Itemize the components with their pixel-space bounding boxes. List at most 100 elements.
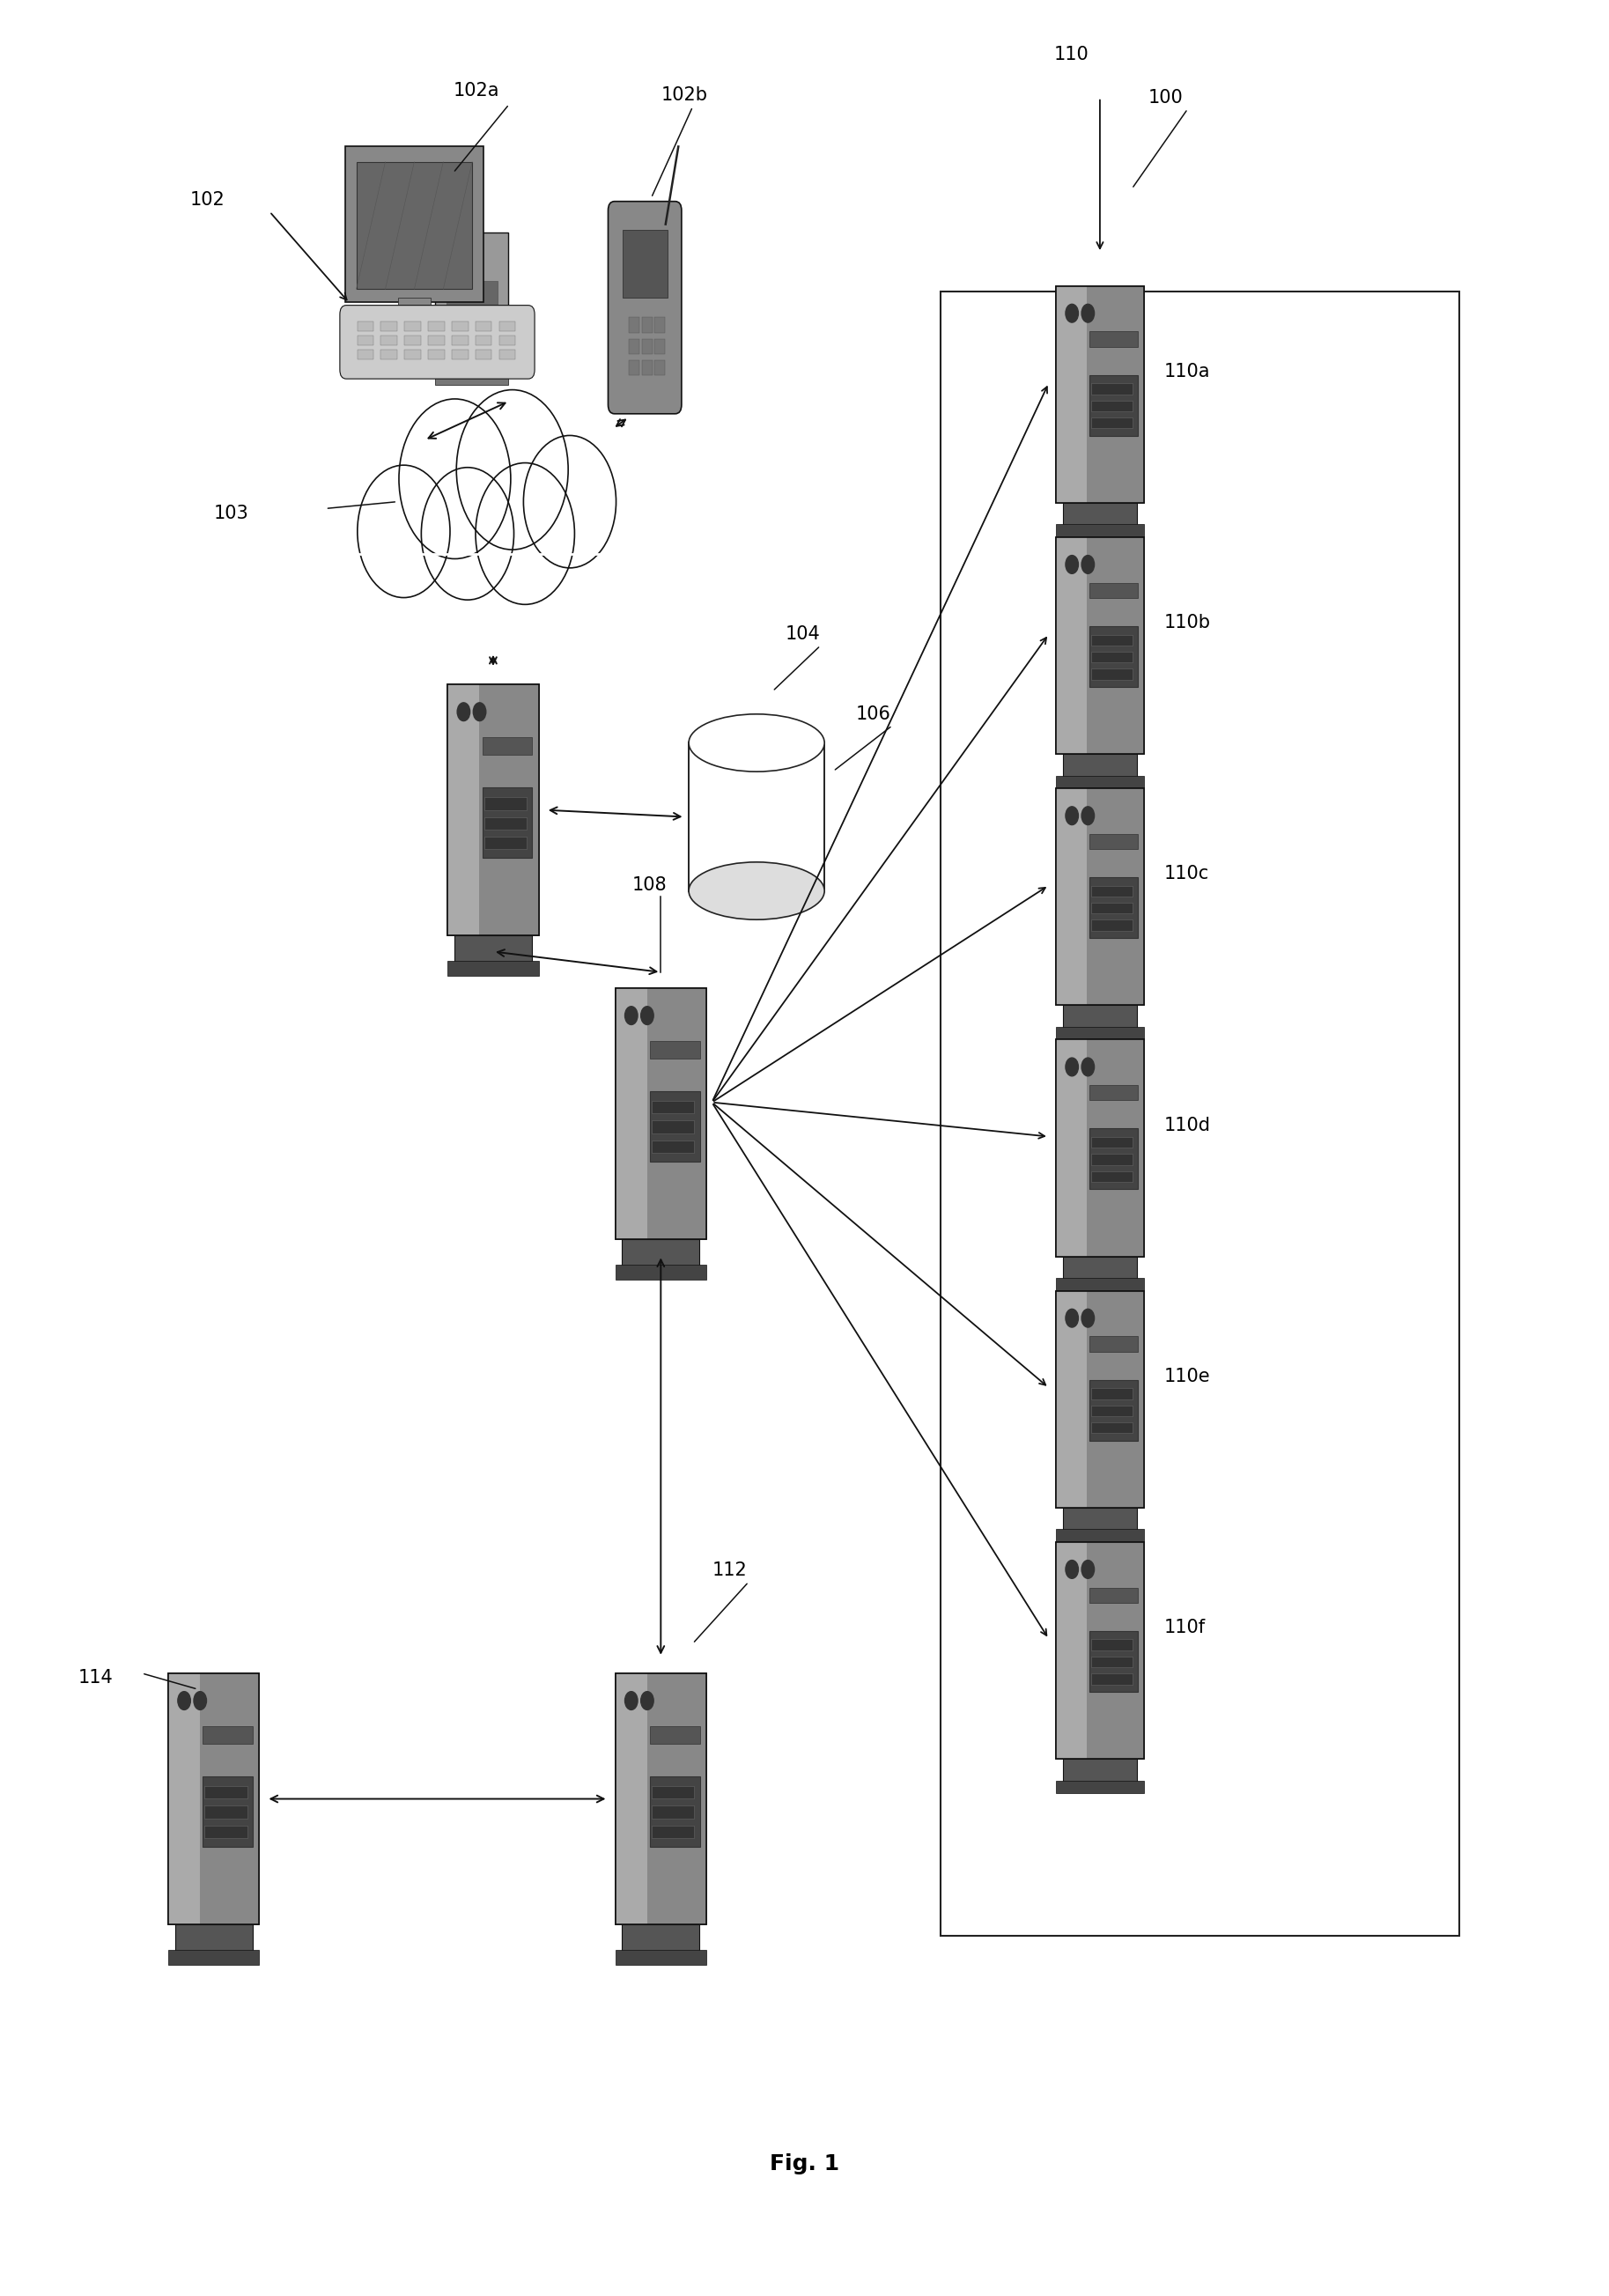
- Circle shape: [476, 464, 574, 604]
- Bar: [447, 684, 539, 934]
- Bar: [1089, 1127, 1138, 1189]
- Bar: [399, 296, 430, 351]
- Bar: [169, 1674, 259, 1924]
- Bar: [629, 360, 639, 377]
- Circle shape: [1081, 806, 1094, 824]
- Text: 110d: 110d: [1163, 1116, 1210, 1134]
- Bar: [1089, 1380, 1138, 1440]
- Bar: [1056, 1279, 1144, 1290]
- Bar: [357, 349, 373, 360]
- Bar: [447, 684, 479, 934]
- Text: 110b: 110b: [1163, 613, 1210, 631]
- Bar: [204, 1825, 248, 1839]
- Bar: [1056, 1543, 1144, 1759]
- Ellipse shape: [689, 861, 824, 921]
- Text: 103: 103: [214, 505, 249, 521]
- Bar: [1056, 1040, 1144, 1256]
- Circle shape: [640, 1692, 653, 1711]
- Bar: [615, 987, 647, 1240]
- Bar: [1062, 1256, 1138, 1283]
- Bar: [1091, 1405, 1133, 1417]
- Circle shape: [1065, 1561, 1078, 1577]
- Circle shape: [1065, 556, 1078, 574]
- Bar: [200, 1674, 259, 1924]
- Bar: [484, 817, 526, 829]
- Bar: [381, 321, 397, 331]
- Circle shape: [457, 703, 470, 721]
- Text: 110a: 110a: [1163, 363, 1210, 381]
- Bar: [1091, 1155, 1133, 1164]
- Bar: [175, 1924, 253, 1954]
- Bar: [1089, 1086, 1138, 1100]
- Bar: [476, 335, 492, 344]
- Bar: [615, 987, 706, 1240]
- Bar: [655, 317, 665, 333]
- Bar: [483, 788, 533, 859]
- Bar: [1091, 1389, 1133, 1398]
- Bar: [1091, 886, 1133, 898]
- Bar: [1062, 1006, 1138, 1031]
- Bar: [652, 1825, 693, 1839]
- Bar: [1086, 1543, 1144, 1759]
- Bar: [629, 338, 639, 354]
- Bar: [428, 335, 444, 344]
- Bar: [428, 349, 444, 360]
- Bar: [1091, 1639, 1133, 1651]
- Bar: [615, 1674, 706, 1924]
- Bar: [1091, 902, 1133, 914]
- Circle shape: [422, 468, 513, 599]
- Circle shape: [1081, 1058, 1094, 1077]
- Circle shape: [1065, 303, 1078, 321]
- Circle shape: [177, 1692, 190, 1711]
- Bar: [1089, 1630, 1138, 1692]
- Bar: [615, 1674, 706, 1924]
- Bar: [203, 1727, 253, 1743]
- Bar: [404, 321, 422, 331]
- Bar: [1091, 1171, 1133, 1182]
- Text: 112: 112: [711, 1561, 747, 1580]
- Bar: [1091, 1674, 1133, 1685]
- Bar: [447, 962, 539, 976]
- Bar: [479, 684, 539, 934]
- Bar: [1086, 287, 1144, 503]
- Text: 104: 104: [785, 625, 821, 643]
- Bar: [169, 1674, 259, 1924]
- Bar: [623, 1924, 700, 1954]
- Bar: [1056, 287, 1086, 503]
- Bar: [1056, 1290, 1144, 1508]
- Bar: [1091, 1421, 1133, 1433]
- Bar: [1056, 1779, 1144, 1793]
- Bar: [1056, 776, 1144, 788]
- Circle shape: [1081, 1561, 1094, 1577]
- Bar: [1056, 287, 1144, 503]
- Circle shape: [1065, 806, 1078, 824]
- Bar: [169, 1674, 200, 1924]
- Bar: [1089, 627, 1138, 687]
- Bar: [381, 349, 397, 360]
- Bar: [1062, 1508, 1138, 1534]
- Bar: [940, 292, 1459, 1936]
- Bar: [652, 1120, 693, 1134]
- Circle shape: [399, 400, 510, 558]
- Bar: [1091, 921, 1133, 930]
- Bar: [1089, 374, 1138, 436]
- Bar: [689, 744, 824, 891]
- Bar: [650, 1777, 700, 1846]
- Bar: [650, 1040, 700, 1058]
- Bar: [1086, 788, 1144, 1006]
- Bar: [1056, 1026, 1144, 1040]
- Bar: [499, 321, 515, 331]
- Bar: [1056, 788, 1144, 1006]
- Bar: [476, 349, 492, 360]
- Bar: [203, 1777, 253, 1846]
- Bar: [655, 338, 665, 354]
- Circle shape: [640, 1006, 653, 1024]
- Bar: [642, 338, 652, 354]
- Bar: [404, 349, 422, 360]
- Bar: [1089, 877, 1138, 939]
- FancyBboxPatch shape: [608, 202, 682, 413]
- Text: 110: 110: [1054, 46, 1089, 64]
- Bar: [428, 321, 444, 331]
- Bar: [1086, 1040, 1144, 1256]
- Bar: [483, 737, 533, 755]
